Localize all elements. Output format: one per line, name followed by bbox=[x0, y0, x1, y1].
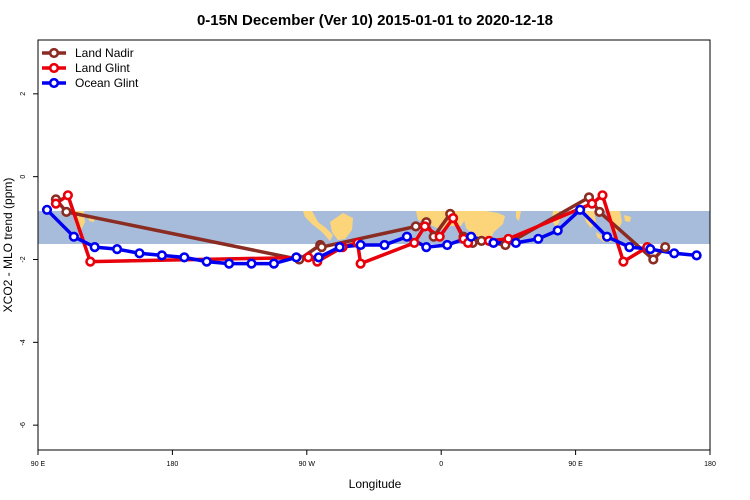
data-point-land-glint-11 bbox=[448, 213, 459, 224]
land-east-africa bbox=[462, 211, 505, 244]
data-point-land-nadir-5 bbox=[410, 221, 421, 232]
data-point-ocean-glint-15 bbox=[379, 239, 390, 251]
data-point-ocean-glint-26 bbox=[624, 242, 635, 253]
x-tick-label-1: 180 bbox=[167, 461, 179, 468]
data-point-ocean-glint-16 bbox=[401, 231, 413, 242]
data-point-ocean-glint-20 bbox=[488, 237, 499, 248]
y-tick-label-3: -4 bbox=[20, 339, 27, 345]
data-point-ocean-glint-7 bbox=[201, 256, 212, 267]
data-point-ocean-glint-29 bbox=[691, 250, 702, 261]
data-point-land-nadir-4 bbox=[316, 242, 327, 253]
data-point-ocean-glint-23 bbox=[552, 225, 563, 236]
data-point-ocean-glint-2 bbox=[89, 242, 100, 253]
y-tick-label-4: -6 bbox=[20, 422, 27, 428]
data-point-ocean-glint-22 bbox=[533, 233, 544, 244]
y-tick-label-1: 0 bbox=[20, 175, 27, 179]
data-point-land-nadir-15 bbox=[648, 254, 659, 265]
data-point-ocean-glint-18 bbox=[442, 239, 453, 251]
data-point-ocean-glint-3 bbox=[111, 244, 123, 255]
x-axis-label: Longitude bbox=[349, 477, 402, 491]
x-tick-label-3: 0 bbox=[439, 461, 443, 468]
data-point-ocean-glint-8 bbox=[224, 258, 235, 269]
data-point-land-glint-0 bbox=[50, 198, 62, 209]
data-point-land-glint-18 bbox=[618, 256, 629, 267]
data-point-land-nadir-16 bbox=[660, 242, 671, 253]
legend-label-ocean-glint: Ocean Glint bbox=[75, 76, 139, 90]
data-point-ocean-glint-27 bbox=[645, 244, 656, 255]
data-point-ocean-glint-19 bbox=[466, 231, 477, 242]
data-point-ocean-glint-4 bbox=[134, 248, 145, 259]
data-point-ocean-glint-6 bbox=[179, 252, 190, 263]
legend-marker-land-glint bbox=[48, 62, 60, 74]
plot-frame bbox=[37, 39, 711, 451]
data-point-ocean-glint-12 bbox=[313, 252, 324, 263]
data-point-land-glint-10 bbox=[434, 231, 445, 242]
land-south-america bbox=[330, 213, 353, 240]
data-point-ocean-glint-28 bbox=[669, 248, 680, 259]
land-india bbox=[516, 211, 521, 221]
data-point-land-glint-1 bbox=[62, 190, 73, 201]
y-tick-label-2: -2 bbox=[20, 256, 27, 262]
data-point-ocean-glint-10 bbox=[268, 258, 280, 269]
data-point-land-glint-17 bbox=[597, 190, 608, 201]
y-tick-label-0: 2 bbox=[20, 92, 27, 96]
data-point-ocean-glint-14 bbox=[355, 239, 366, 251]
x-tick-label-0: 90 E bbox=[31, 461, 46, 468]
land-png-east bbox=[624, 215, 631, 222]
x-tick-label-4: 90 E bbox=[568, 461, 583, 468]
legend-label-land-glint: Land Glint bbox=[75, 61, 130, 75]
data-point-land-glint-8 bbox=[409, 237, 420, 248]
data-point-land-nadir-1 bbox=[61, 206, 72, 217]
data-point-land-nadir-14 bbox=[594, 206, 605, 217]
data-point-land-glint-16 bbox=[586, 198, 598, 209]
data-point-ocean-glint-1 bbox=[68, 231, 79, 242]
data-point-land-glint-9 bbox=[419, 221, 430, 232]
data-point-land-glint-2 bbox=[85, 256, 96, 267]
land-central-america bbox=[303, 211, 333, 241]
data-point-ocean-glint-17 bbox=[421, 242, 432, 253]
data-point-land-glint-3 bbox=[303, 252, 314, 263]
data-point-ocean-glint-25 bbox=[601, 231, 613, 242]
x-tick-label-2: 90 W bbox=[299, 461, 316, 468]
data-point-ocean-glint-5 bbox=[156, 250, 167, 261]
x-tick-label-5: 180 bbox=[704, 461, 716, 468]
y-axis-label: XCO2 - MLO trend (ppm) bbox=[1, 178, 15, 313]
x-axis: 90 E 180 90 W 0 90 E 180 bbox=[31, 450, 716, 468]
data-point-land-glint-15 bbox=[503, 233, 514, 244]
legend-marker-land-nadir bbox=[48, 47, 60, 59]
data-point-ocean-glint-9 bbox=[246, 258, 257, 269]
legend-label-land-nadir: Land Nadir bbox=[75, 46, 134, 60]
chart-title: 0-15N December (Ver 10) 2015-01-01 to 20… bbox=[197, 12, 553, 29]
data-point-ocean-glint-21 bbox=[510, 237, 522, 248]
data-point-ocean-glint-11 bbox=[291, 252, 302, 263]
data-point-ocean-glint-13 bbox=[334, 242, 345, 253]
data-point-land-glint-7 bbox=[355, 258, 366, 269]
y-axis: 2 0 -2 -4 -6 bbox=[20, 92, 38, 428]
data-point-ocean-glint-24 bbox=[574, 204, 586, 215]
data-point-ocean-glint-0 bbox=[41, 204, 53, 215]
legend-marker-ocean-glint bbox=[48, 77, 60, 89]
series-points bbox=[41, 190, 702, 269]
